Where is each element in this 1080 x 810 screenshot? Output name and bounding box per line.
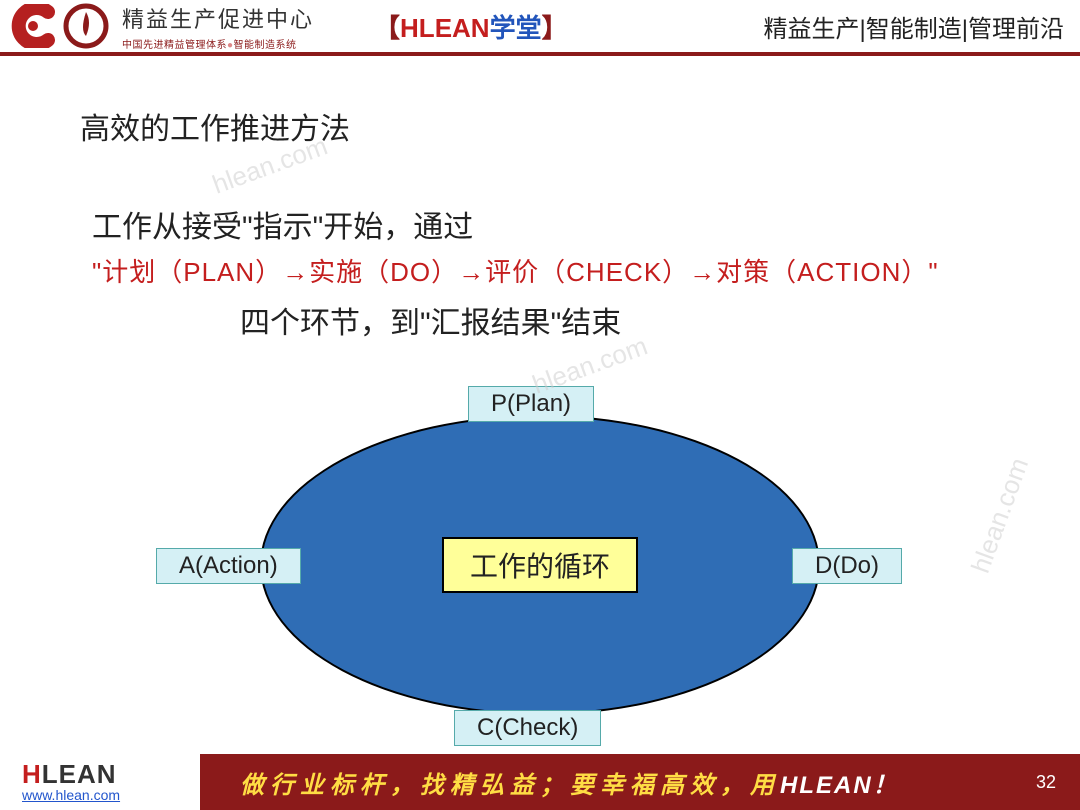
footer-slogan: 做行业标杆，找精弘益；要幸福高效，用HLEAN！ [240, 765, 899, 800]
diagram-center-label: 工作的循环 [442, 537, 638, 593]
pdca-label-do: D(Do) [792, 548, 902, 584]
pdca-label-action: A(Action) [156, 548, 301, 584]
page-number: 32 [1036, 772, 1056, 793]
header-right-text: 精益生产|智能制造|管理前沿 [764, 9, 1064, 44]
pdca-label-check: C(Check) [454, 710, 601, 746]
pdca-diagram: 工作的循环 P(Plan) D(Do) C(Check) A(Action) [0, 380, 1080, 750]
footer-left: HLEAN www.hlean.com [0, 754, 200, 810]
desc-line-3: 四个环节，到"汇报结果"结束 [240, 298, 621, 342]
slide-title: 高效的工作推进方法 [80, 104, 350, 148]
logo-c-icon [8, 4, 58, 48]
footer-right: 做行业标杆，找精弘益；要幸福高效，用HLEAN！ 32 [200, 754, 1080, 810]
footer-url: www.hlean.com [22, 787, 200, 803]
logo-subtitle: 中国先进精益管理体系●智能制造系统 [122, 36, 314, 51]
brand-mark: 【HLEAN学堂】 [374, 8, 568, 45]
header-bar: 精益生产促进中心 中国先进精益管理体系●智能制造系统 【HLEAN学堂】 精益生… [0, 0, 1080, 56]
footer-logo: HLEAN [22, 761, 200, 787]
content-area: 高效的工作推进方法 工作从接受"指示"开始，通过 "计划（PLAN）→实施（DO… [0, 60, 1080, 750]
footer-bar: HLEAN www.hlean.com 做行业标杆，找精弘益；要幸福高效，用HL… [0, 754, 1080, 810]
desc-line-red: "计划（PLAN）→实施（DO）→评价（CHECK）→对策（ACTION）" [92, 252, 939, 289]
logo-title: 精益生产促进中心 [122, 2, 314, 34]
logo-area: 精益生产促进中心 中国先进精益管理体系●智能制造系统 [8, 2, 314, 51]
logo-text-block: 精益生产促进中心 中国先进精益管理体系●智能制造系统 [122, 2, 314, 51]
logo-ring-icon [62, 2, 110, 50]
desc-line-1: 工作从接受"指示"开始，通过 [92, 202, 473, 246]
pdca-label-plan: P(Plan) [468, 386, 594, 422]
